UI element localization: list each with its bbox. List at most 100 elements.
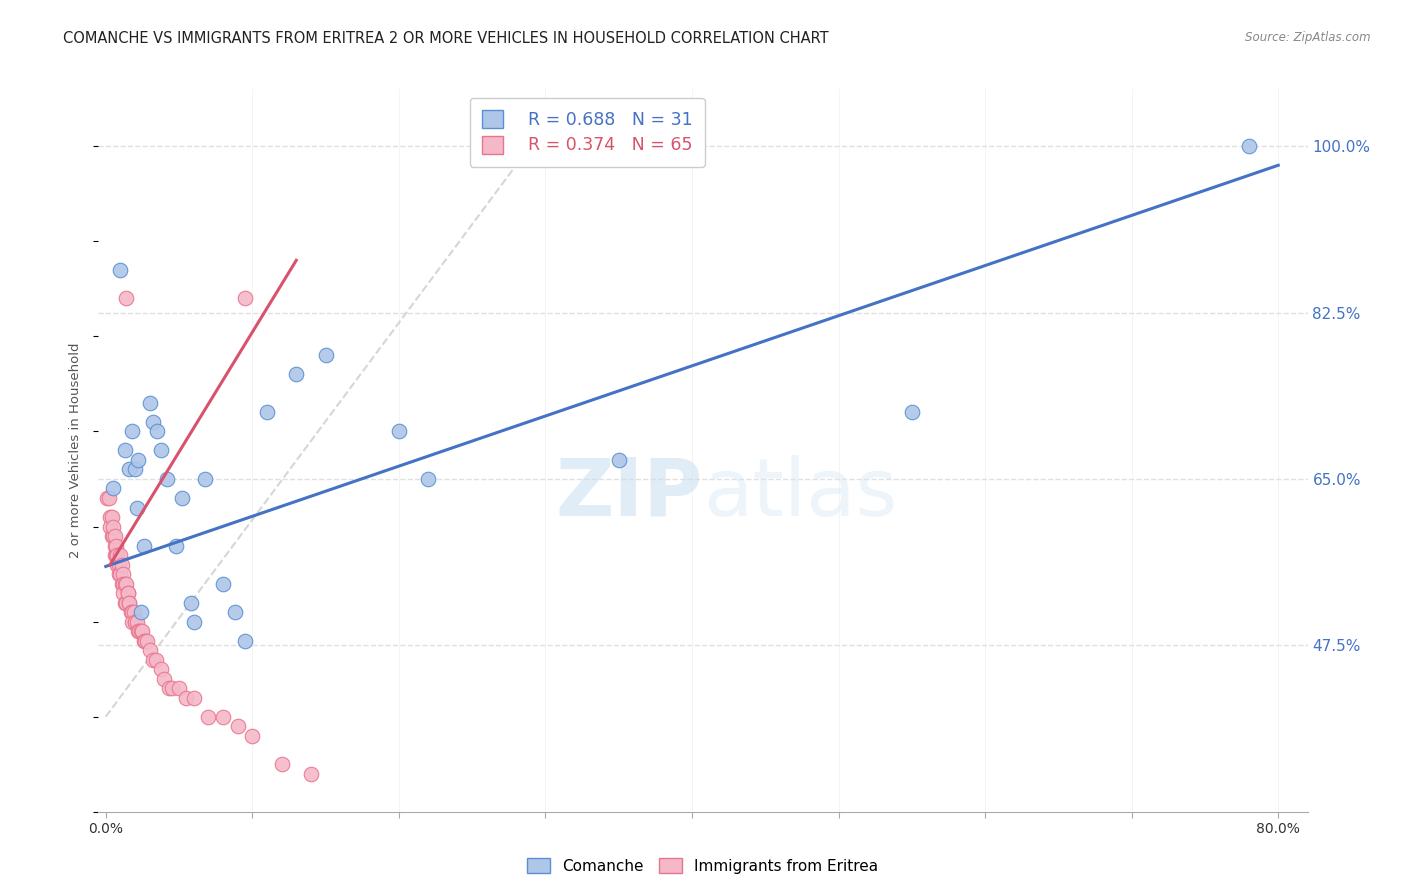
- Point: [114, 596, 136, 610]
- Point: [142, 415, 165, 429]
- Point: [121, 425, 143, 439]
- Point: [165, 539, 187, 553]
- Point: [110, 262, 132, 277]
- Point: [1237, 139, 1260, 153]
- Point: [160, 681, 183, 695]
- Point: [110, 567, 132, 582]
- Text: atlas: atlas: [703, 455, 897, 533]
- Point: [101, 519, 124, 533]
- Point: [145, 652, 167, 666]
- Text: ZIP: ZIP: [555, 455, 703, 533]
- Point: [112, 576, 135, 591]
- Point: [197, 709, 219, 723]
- Point: [224, 605, 246, 619]
- Point: [115, 291, 138, 305]
- Point: [418, 472, 440, 486]
- Point: [240, 729, 263, 743]
- Point: [97, 491, 120, 505]
- Point: [138, 643, 160, 657]
- Point: [105, 548, 128, 562]
- Point: [121, 615, 143, 629]
- Point: [101, 482, 124, 496]
- Point: [108, 558, 131, 572]
- Legend:   R = 0.688   N = 31,   R = 0.374   N = 65: R = 0.688 N = 31, R = 0.374 N = 65: [470, 98, 704, 167]
- Point: [103, 548, 125, 562]
- Point: [129, 605, 152, 619]
- Point: [153, 672, 176, 686]
- Point: [108, 567, 131, 582]
- Point: [115, 576, 138, 591]
- Point: [103, 529, 125, 543]
- Point: [124, 615, 146, 629]
- Point: [114, 576, 136, 591]
- Point: [127, 453, 149, 467]
- Point: [270, 757, 292, 772]
- Point: [315, 348, 337, 362]
- Point: [107, 558, 129, 572]
- Point: [128, 624, 150, 639]
- Point: [118, 596, 141, 610]
- Point: [194, 472, 217, 486]
- Point: [233, 633, 256, 648]
- Point: [112, 586, 135, 600]
- Point: [127, 624, 149, 639]
- Point: [138, 396, 160, 410]
- Point: [125, 615, 148, 629]
- Text: Source: ZipAtlas.com: Source: ZipAtlas.com: [1246, 31, 1371, 45]
- Point: [117, 586, 139, 600]
- Point: [157, 681, 180, 695]
- Point: [122, 605, 145, 619]
- Point: [121, 605, 143, 619]
- Point: [111, 558, 134, 572]
- Point: [120, 605, 142, 619]
- Point: [901, 405, 924, 419]
- Point: [233, 291, 256, 305]
- Point: [117, 586, 139, 600]
- Point: [100, 529, 122, 543]
- Point: [170, 491, 193, 505]
- Point: [101, 529, 124, 543]
- Point: [98, 519, 121, 533]
- Point: [156, 472, 179, 486]
- Point: [118, 462, 141, 476]
- Point: [129, 624, 152, 639]
- Point: [607, 453, 630, 467]
- Point: [180, 596, 202, 610]
- Point: [125, 500, 148, 515]
- Point: [105, 539, 128, 553]
- Point: [256, 405, 278, 419]
- Point: [131, 624, 153, 639]
- Point: [150, 662, 173, 676]
- Legend: Comanche, Immigrants from Eritrea: Comanche, Immigrants from Eritrea: [522, 852, 884, 880]
- Point: [111, 576, 134, 591]
- Point: [98, 510, 121, 524]
- Point: [183, 615, 205, 629]
- Point: [167, 681, 190, 695]
- Point: [142, 652, 165, 666]
- Point: [96, 491, 118, 505]
- Text: COMANCHE VS IMMIGRANTS FROM ERITREA 2 OR MORE VEHICLES IN HOUSEHOLD CORRELATION : COMANCHE VS IMMIGRANTS FROM ERITREA 2 OR…: [63, 31, 830, 46]
- Point: [110, 548, 132, 562]
- Point: [226, 719, 249, 733]
- Point: [103, 539, 125, 553]
- Point: [124, 615, 146, 629]
- Point: [132, 633, 155, 648]
- Point: [132, 539, 155, 553]
- Point: [183, 690, 205, 705]
- Point: [212, 709, 235, 723]
- Point: [100, 510, 122, 524]
- Point: [285, 368, 308, 382]
- Y-axis label: 2 or more Vehicles in Household: 2 or more Vehicles in Household: [69, 343, 83, 558]
- Point: [107, 548, 129, 562]
- Point: [135, 633, 157, 648]
- Point: [150, 443, 173, 458]
- Point: [124, 462, 146, 476]
- Point: [212, 576, 235, 591]
- Point: [299, 766, 322, 780]
- Point: [112, 567, 135, 582]
- Point: [176, 690, 198, 705]
- Point: [114, 443, 136, 458]
- Point: [388, 425, 411, 439]
- Point: [115, 596, 138, 610]
- Point: [118, 596, 141, 610]
